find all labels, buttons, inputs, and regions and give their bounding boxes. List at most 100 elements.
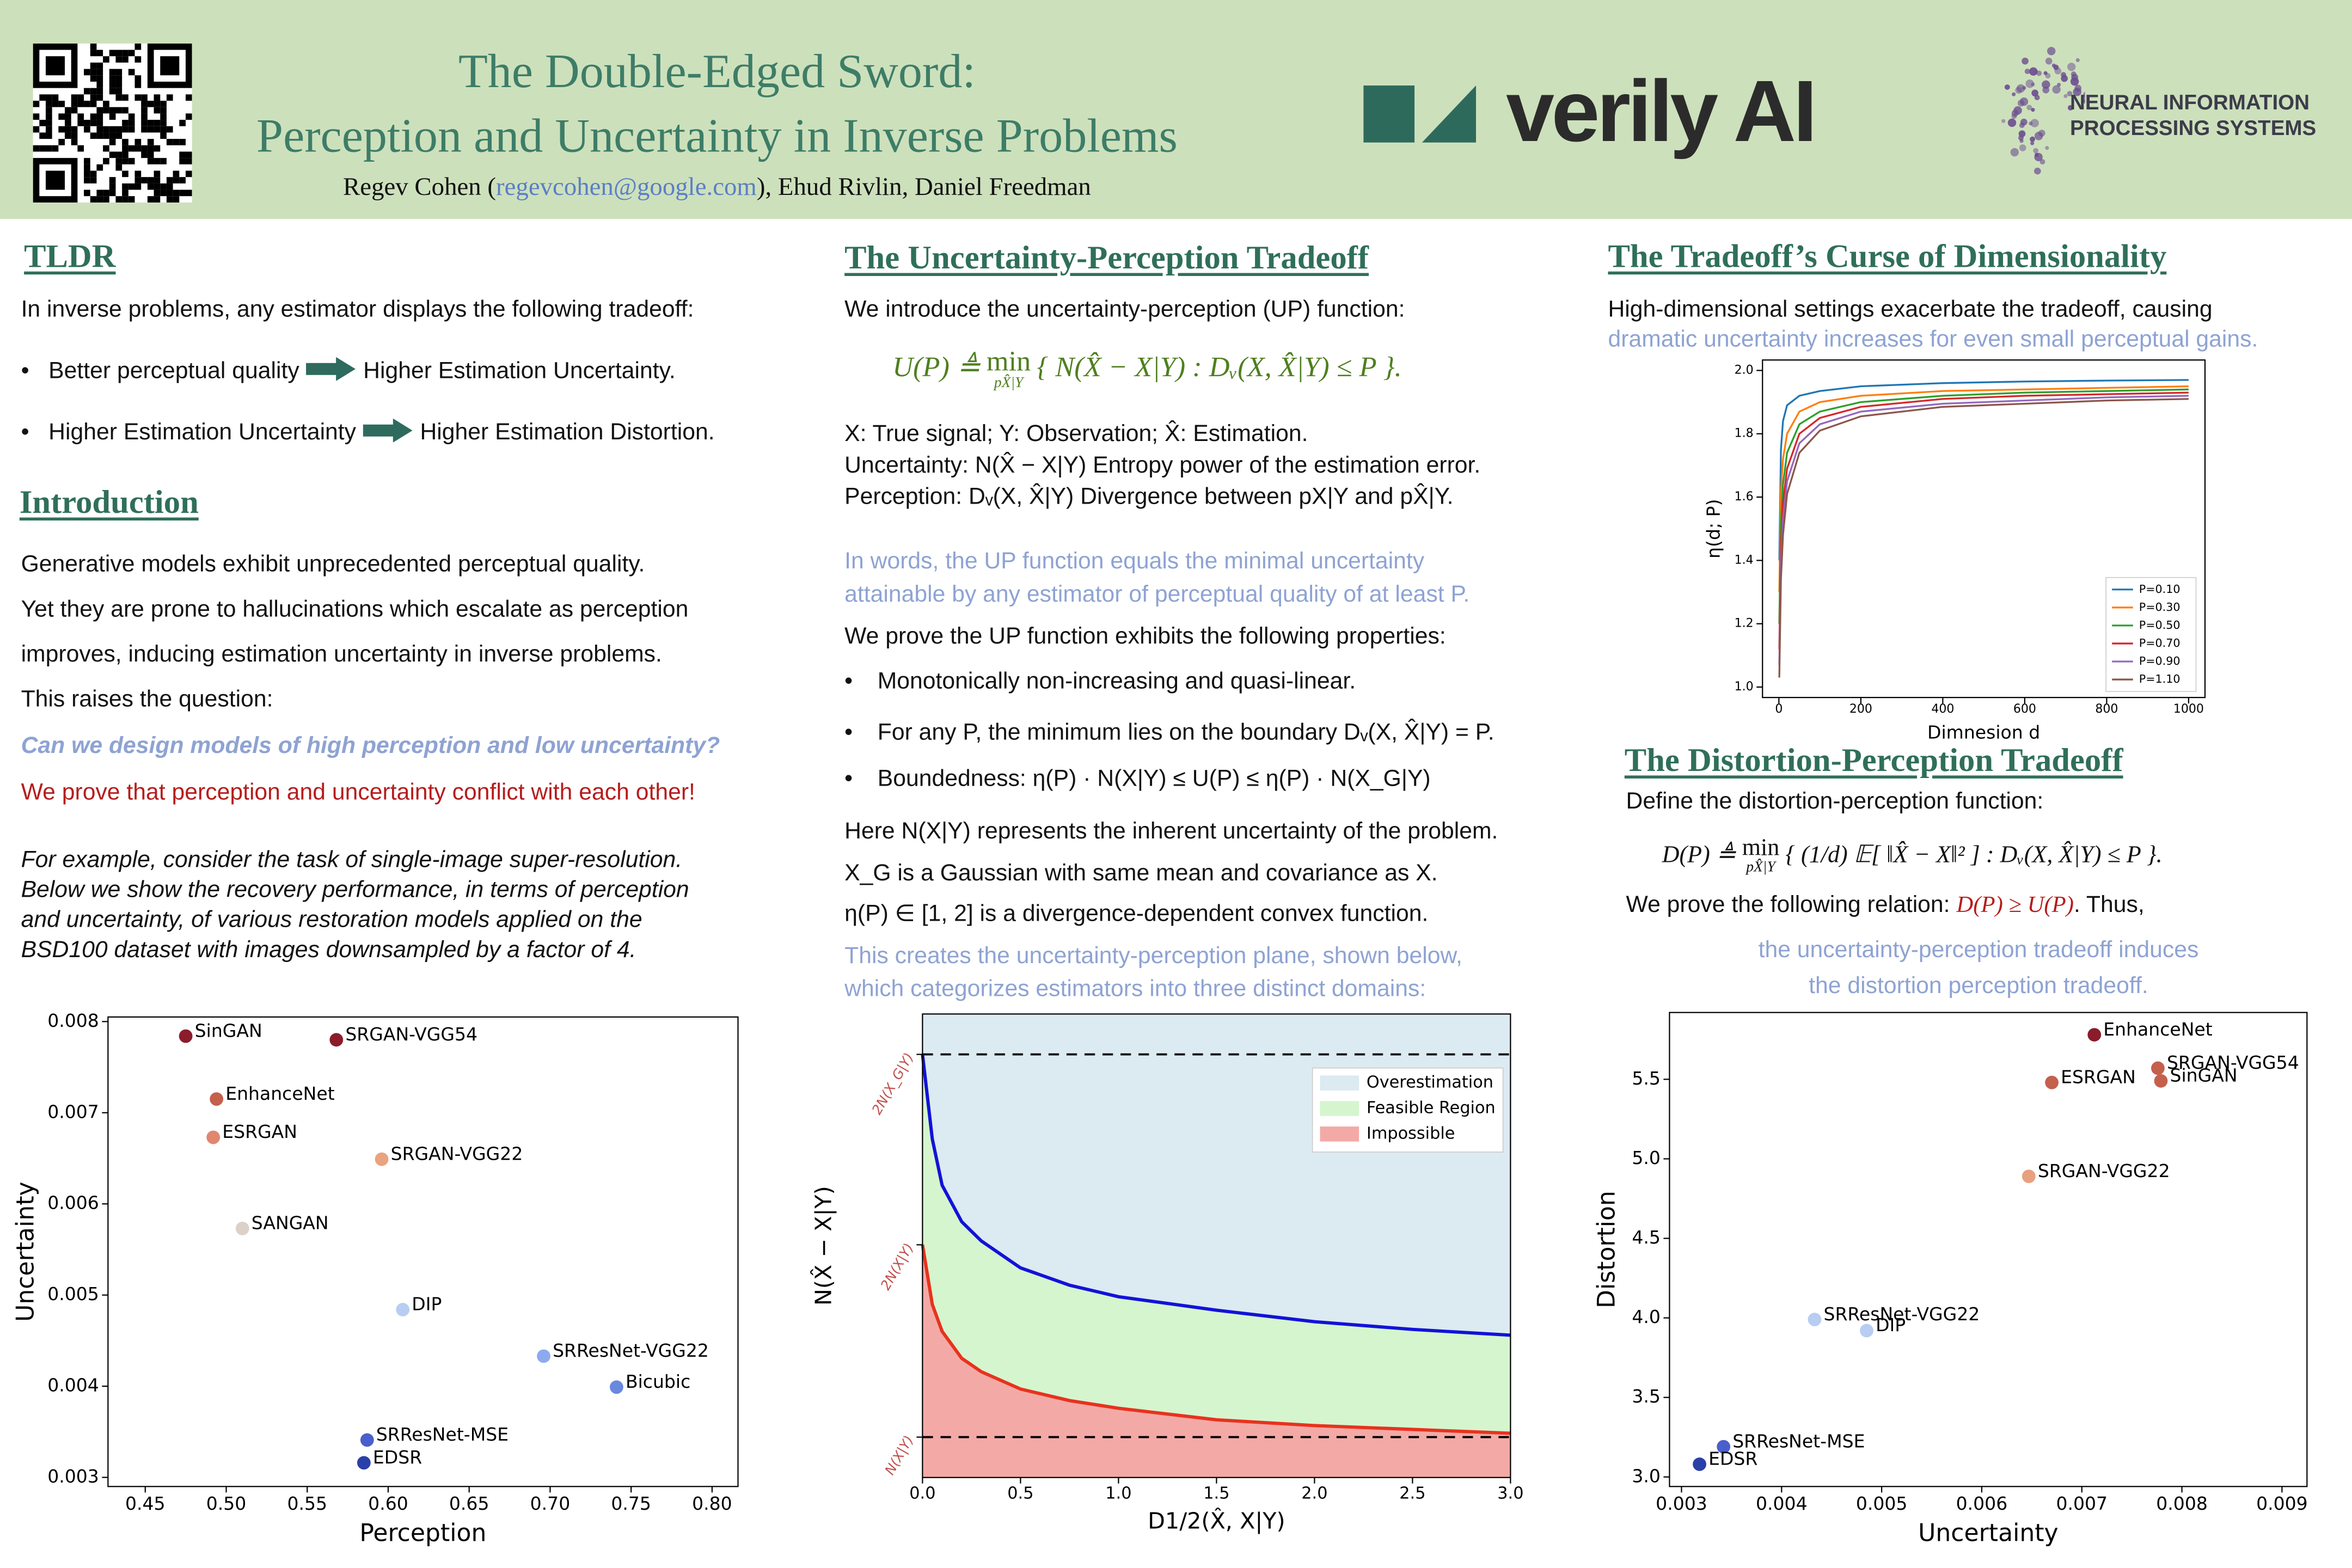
qr-module bbox=[77, 101, 84, 107]
logo-dot bbox=[2042, 80, 2050, 89]
qr-module bbox=[122, 120, 128, 126]
qr-module bbox=[33, 126, 40, 133]
qr-module bbox=[90, 50, 97, 57]
qr-module bbox=[179, 151, 186, 158]
qr-module bbox=[45, 120, 52, 126]
qr-module bbox=[179, 177, 186, 183]
qr-module bbox=[109, 113, 116, 120]
qr-code bbox=[33, 43, 192, 203]
qr-module bbox=[52, 94, 59, 101]
legend-label: P=0.90 bbox=[2139, 654, 2180, 667]
logo-dot bbox=[2030, 119, 2039, 127]
qr-module bbox=[115, 81, 122, 88]
logo-dot bbox=[2016, 84, 2025, 93]
point-label: SRResNet-MSE bbox=[1732, 1431, 1865, 1452]
qr-module bbox=[115, 88, 122, 95]
y-tick-label: 1.8 bbox=[1735, 427, 1754, 440]
logo-dot bbox=[2033, 148, 2039, 154]
qr-module bbox=[96, 164, 103, 171]
qr-module bbox=[128, 120, 135, 126]
qr-module bbox=[45, 113, 52, 120]
logo-dot bbox=[2029, 67, 2038, 76]
qr-module bbox=[154, 107, 161, 114]
scatter-point bbox=[2045, 1075, 2059, 1089]
qr-module bbox=[147, 139, 154, 145]
qr-module bbox=[45, 126, 52, 133]
logo-dot bbox=[2052, 85, 2061, 94]
x-tick-label: 0.70 bbox=[530, 1493, 571, 1514]
qr-module bbox=[173, 189, 180, 197]
qr-module bbox=[122, 107, 128, 114]
point-label: EnhanceNet bbox=[225, 1083, 335, 1104]
section-heading: Introduction bbox=[19, 483, 199, 521]
qr-module bbox=[96, 94, 103, 101]
point-label: SRGAN-VGG54 bbox=[345, 1024, 477, 1045]
y-tick-label: 1.2 bbox=[1735, 617, 1754, 630]
qr-module bbox=[147, 177, 154, 183]
plot-frame bbox=[1762, 359, 2206, 699]
arrow bbox=[362, 418, 412, 443]
logo-shape bbox=[1422, 85, 1477, 143]
logo-dot bbox=[2054, 67, 2062, 75]
qr-module bbox=[84, 158, 90, 164]
logo-dot bbox=[2034, 167, 2041, 175]
x-tick-label: 0.45 bbox=[125, 1493, 166, 1514]
y-tick-label: N(X|Y) bbox=[881, 1433, 916, 1478]
qr-module bbox=[115, 56, 122, 63]
y-axis-title: N(X̂ − X|Y) bbox=[810, 1186, 837, 1306]
qr-module bbox=[134, 183, 142, 190]
author-email[interactable]: regevcohen@google.com bbox=[496, 172, 757, 201]
qr-module bbox=[39, 132, 46, 139]
section-heading: The Uncertainty-Perception Tradeoff bbox=[844, 238, 1369, 276]
bullet-text: Higher Estimation Uncertainty bbox=[48, 420, 357, 446]
logo-dot bbox=[2013, 106, 2022, 115]
qr-module bbox=[58, 113, 65, 120]
x-tick-label: 0.0 bbox=[909, 1484, 935, 1503]
paragraph-line: BSD100 dataset with images downsampled b… bbox=[21, 937, 636, 963]
x-tick-label: 0.006 bbox=[1956, 1493, 2008, 1514]
qr-module bbox=[141, 107, 148, 114]
paragraph-line: This creates the uncertainty-perception … bbox=[844, 943, 1462, 969]
qr-module bbox=[65, 132, 71, 139]
line-series bbox=[1778, 379, 2189, 561]
formula-part: pX̂|Y bbox=[994, 375, 1024, 392]
scatter-point bbox=[2022, 1169, 2036, 1184]
x-tick-label: 0.60 bbox=[368, 1493, 408, 1514]
qr-module bbox=[90, 132, 97, 139]
y-tick-label: 2.0 bbox=[1735, 363, 1754, 377]
point-label: SANGAN bbox=[252, 1212, 329, 1234]
logo-dot bbox=[2063, 94, 2068, 99]
qr-module bbox=[109, 151, 116, 158]
arrow-shape bbox=[362, 418, 412, 443]
qr-module bbox=[71, 107, 78, 114]
qr-module bbox=[173, 196, 180, 203]
logo-dot bbox=[2010, 148, 2019, 157]
qr-module bbox=[141, 94, 148, 101]
qr-module bbox=[109, 75, 116, 82]
qr-module bbox=[45, 107, 52, 114]
qr-module bbox=[115, 69, 122, 76]
title-line: Perception and Uncertainty in Inverse Pr… bbox=[256, 108, 1178, 162]
qr-module bbox=[154, 145, 161, 152]
paragraph-line: Below we show the recovery performance, … bbox=[21, 877, 689, 903]
y-tick-label: 0.003 bbox=[47, 1466, 99, 1487]
point-label: EDSR bbox=[1708, 1448, 1757, 1469]
qr-module bbox=[154, 158, 161, 164]
paragraph-line: dramatic uncertainty increases for even … bbox=[1608, 327, 2258, 353]
qr-module bbox=[109, 177, 116, 183]
qr-module bbox=[185, 151, 192, 158]
qr-module bbox=[134, 145, 142, 152]
point-label: EnhanceNet bbox=[2103, 1019, 2213, 1040]
legend-label: Impossible bbox=[1367, 1124, 1455, 1143]
qr-module bbox=[173, 139, 180, 145]
qr-module bbox=[84, 170, 90, 177]
qr-module bbox=[39, 145, 46, 152]
qr-module bbox=[90, 94, 97, 101]
qr-module bbox=[71, 126, 78, 133]
legend-label: P=1.10 bbox=[2139, 672, 2180, 685]
authors: Regev Cohen (regevcohen@google.com), Ehu… bbox=[210, 173, 1224, 203]
legend-box bbox=[2105, 577, 2197, 692]
paragraph-line: Here N(X|Y) represents the inherent unce… bbox=[844, 819, 1498, 845]
y-tick-label: 3.5 bbox=[1632, 1386, 1661, 1407]
qr-module bbox=[84, 69, 90, 76]
